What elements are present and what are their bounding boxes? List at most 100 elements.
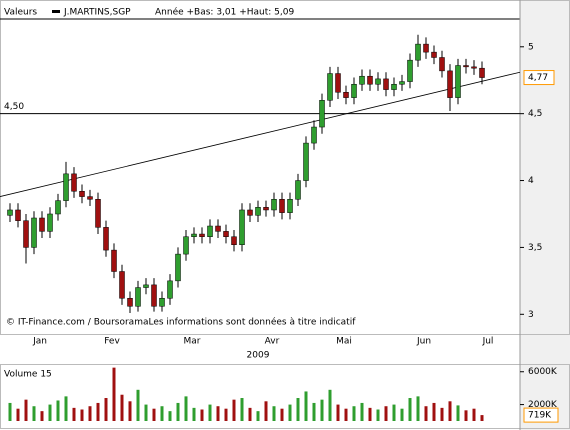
y-tick-label: 4 bbox=[528, 176, 534, 186]
candle-body bbox=[151, 284, 157, 307]
last-volume-box bbox=[523, 407, 559, 423]
volume-bar bbox=[456, 405, 460, 421]
candle-body bbox=[143, 284, 149, 288]
volume-bar bbox=[480, 415, 484, 421]
volume-bar bbox=[344, 408, 348, 421]
volume-bar bbox=[392, 404, 396, 421]
candle-body bbox=[287, 199, 293, 213]
candle-body bbox=[31, 217, 37, 248]
volume-bar bbox=[168, 411, 172, 421]
volume-bar bbox=[48, 404, 52, 421]
volume-tick-label: 6000K bbox=[528, 367, 558, 377]
volume-bar bbox=[424, 406, 428, 421]
candle-body bbox=[447, 70, 453, 98]
volume-bar bbox=[304, 391, 308, 421]
volume-bar bbox=[288, 404, 292, 421]
candle-body bbox=[39, 217, 45, 232]
volume-bar bbox=[192, 407, 196, 421]
volume-bar bbox=[64, 396, 68, 421]
volume-bar bbox=[104, 398, 108, 421]
candle-body bbox=[463, 65, 469, 68]
x-tick-label: Jul bbox=[482, 337, 494, 347]
candle-body bbox=[95, 199, 101, 228]
trendline bbox=[0, 71, 521, 197]
candle-body bbox=[167, 280, 173, 299]
candle-body bbox=[191, 233, 197, 237]
candle-body bbox=[407, 59, 413, 82]
volume-bar bbox=[112, 367, 116, 421]
candle-body bbox=[319, 100, 325, 128]
candle-body bbox=[207, 225, 213, 237]
candle-body bbox=[119, 271, 125, 299]
candle-body bbox=[159, 297, 165, 307]
candle-body bbox=[455, 65, 461, 98]
volume-bar bbox=[384, 406, 388, 421]
x-tick-label: Mar bbox=[184, 337, 201, 347]
volume-bar bbox=[200, 409, 204, 421]
legend-label: J.MARTINS,SGP bbox=[63, 8, 131, 18]
candle-body bbox=[175, 253, 181, 282]
candle-body bbox=[199, 233, 205, 237]
candle-body bbox=[343, 92, 349, 98]
candle-body bbox=[231, 236, 237, 245]
candle-body bbox=[239, 209, 245, 245]
candle-body bbox=[439, 57, 445, 72]
candle-body bbox=[431, 51, 437, 58]
y-tick-label: 4,5 bbox=[528, 109, 542, 119]
header: Valeurs bbox=[4, 8, 37, 18]
volume-bar bbox=[80, 409, 84, 421]
volume-bar bbox=[240, 398, 244, 421]
candle-body bbox=[55, 200, 61, 215]
volume-bar bbox=[128, 401, 132, 421]
candle-body bbox=[399, 81, 405, 85]
y-tick-label: 5 bbox=[528, 42, 534, 52]
volume-bar bbox=[144, 404, 148, 421]
volume-bar bbox=[264, 401, 268, 421]
footer: © IT-Finance.com / BoursoramaLes informa… bbox=[6, 317, 356, 328]
candle-body bbox=[15, 209, 21, 221]
volume-bar bbox=[24, 399, 28, 421]
x-tick-label: Jun bbox=[416, 337, 431, 347]
candle-body bbox=[327, 73, 333, 101]
candle-body bbox=[375, 78, 381, 85]
y-tick-label: 3,5 bbox=[528, 243, 542, 253]
candle-body bbox=[111, 249, 117, 272]
candle-body bbox=[279, 199, 285, 213]
x-tick-label: Fev bbox=[104, 337, 120, 347]
volume-bar bbox=[152, 408, 156, 421]
volume-bar bbox=[120, 394, 124, 421]
candle-body bbox=[127, 297, 133, 307]
candle-body bbox=[383, 78, 389, 90]
volume-bar bbox=[320, 399, 324, 421]
volume-bar bbox=[272, 406, 276, 421]
candle-body bbox=[271, 199, 277, 211]
volume-bar bbox=[224, 408, 228, 421]
candle-body bbox=[7, 209, 13, 216]
volume-bar bbox=[32, 406, 36, 421]
candle-body bbox=[47, 213, 53, 232]
volume-bar bbox=[176, 402, 180, 421]
volume-tick-label: 2000K bbox=[528, 400, 558, 410]
x-title: 2009 bbox=[247, 351, 270, 361]
x-tick-label: Avr bbox=[265, 337, 280, 347]
volume-bar bbox=[136, 389, 140, 421]
volume-bar bbox=[440, 407, 444, 421]
volume-bar bbox=[184, 396, 188, 421]
volume-bar bbox=[352, 406, 356, 421]
candle-body bbox=[423, 43, 429, 53]
volume-bar bbox=[416, 396, 420, 421]
volume-bar bbox=[360, 402, 364, 421]
candle-body bbox=[71, 173, 77, 192]
candle-body bbox=[223, 231, 229, 237]
candle-body bbox=[87, 196, 93, 200]
volume-bar bbox=[216, 406, 220, 421]
candle-body bbox=[311, 126, 317, 144]
last-price-box bbox=[523, 70, 555, 86]
candle-body bbox=[303, 142, 309, 181]
candle-body bbox=[367, 75, 373, 85]
volume-bar bbox=[72, 407, 76, 421]
legend-swatch bbox=[52, 10, 60, 13]
candle-body bbox=[335, 73, 341, 93]
last-volume-label: 719K bbox=[528, 411, 552, 421]
